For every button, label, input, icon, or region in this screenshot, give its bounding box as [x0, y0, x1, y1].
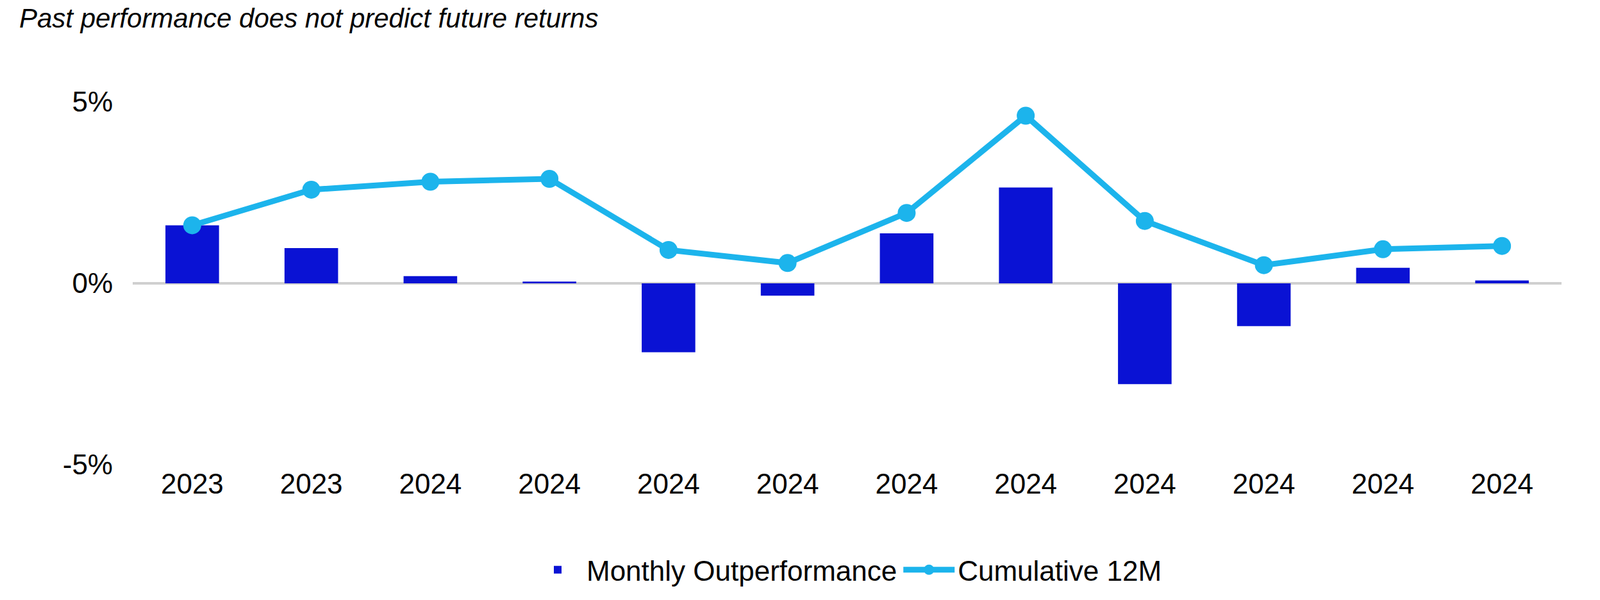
svg-text:Cumulative 12M: Cumulative 12M	[957, 555, 1162, 587]
svg-text:2023: 2023	[160, 467, 224, 500]
svg-text:2024: 2024	[517, 467, 581, 500]
svg-text:2024: 2024	[756, 467, 820, 500]
svg-text:-5%: -5%	[62, 448, 113, 481]
svg-text:2024: 2024	[398, 467, 462, 500]
svg-text:2024: 2024	[1470, 467, 1534, 500]
svg-text:0%: 0%	[71, 267, 113, 299]
svg-text:2024: 2024	[1351, 467, 1415, 500]
svg-text:2024: 2024	[875, 467, 938, 500]
svg-text:2024: 2024	[1232, 467, 1296, 500]
svg-text:2024: 2024	[637, 467, 700, 500]
svg-text:Monthly Outperformance: Monthly Outperformance	[586, 555, 897, 587]
svg-text:Past performance does not pred: Past performance does not predict future…	[19, 3, 599, 34]
svg-text:2023: 2023	[280, 467, 343, 500]
svg-text:2024: 2024	[1113, 467, 1177, 500]
svg-text:5%: 5%	[71, 85, 113, 118]
svg-text:2024: 2024	[994, 467, 1058, 500]
